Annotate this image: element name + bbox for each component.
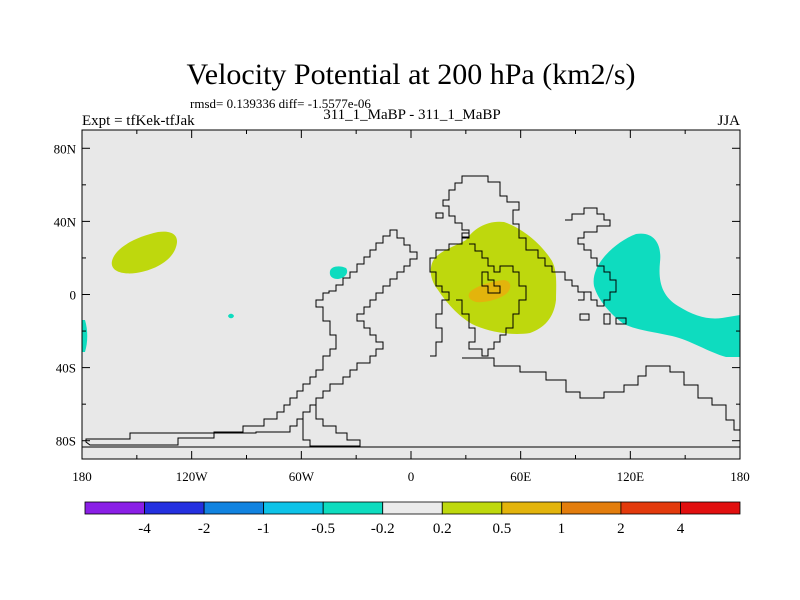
colorbar-label: -1 [257,521,270,537]
lon-tick-label: 180 [730,469,750,484]
colorbar-swatch [441,501,503,515]
coastline-americas [85,229,418,446]
region-west-pacific-negative [593,233,740,357]
lon-tick-label: 60W [289,469,315,484]
axis-ticks: 80N 40N 0 40S 80S 180 120W 60W 0 60E 120E 180 [54,130,750,484]
colorbar-swatch [263,501,324,515]
colorbar-label: 2 [617,521,625,537]
lon-tick-label: 120W [176,469,209,484]
lat-tick-label: 40N [54,214,77,229]
colorbar-label: -0.2 [371,521,395,537]
colorbar-swatch [84,501,145,515]
colorbar-label: 0.5 [492,521,511,537]
coastline-arabia [481,271,501,294]
colorbar-swatch [620,501,681,515]
colorbar-label: -0.5 [311,521,335,537]
lat-tick-label: 40S [56,361,76,376]
colorbar-swatch [560,501,622,515]
experiment-label: Expt = tfKek-tfJak [82,113,195,129]
coastline-japan-korea [435,212,470,239]
lat-tick-label: 80S [56,434,76,449]
colorbar-label: 1 [558,521,566,537]
colorbar-swatch [322,501,384,515]
coastlines [82,175,740,448]
lon-tick-label: 120E [617,469,645,484]
colorbar-label: -4 [138,521,151,537]
colorbar-swatch [501,501,562,515]
colorbar-swatch [680,501,741,515]
coastline-maritime-islands [579,313,627,325]
colorbar: -4 -2 -1 -0.5 -0.2 0.2 0.5 1 2 4 [84,501,741,537]
region-west-edge-negative [82,320,88,352]
map-panel: 80N 40N 0 40S 80S 180 120W 60W 0 60E 120E 180 [54,129,750,484]
lon-tick-label: 60E [510,469,531,484]
lat-tick-label: 0 [70,288,77,303]
coastline-africa-east [456,243,527,357]
stats-label: rmsd= 0.139336 diff= -1.5577e-06 [190,96,371,111]
season-label: JJA [717,113,740,129]
coastline-europe-africa [429,175,585,357]
lon-tick-label: 180 [72,469,92,484]
lat-tick-label: 80N [54,141,77,156]
colorbar-label: -2 [198,521,211,537]
coastline-south-america-east [302,405,361,447]
colorbar-swatch [203,501,265,515]
colorbar-label: 4 [677,521,685,537]
figure-title: Velocity Potential at 200 hPa (km2/s) [186,58,635,91]
region-caribbean-negative [329,266,348,279]
colorbar-label: 0.2 [433,521,452,537]
region-south-pacific-dot [228,313,234,319]
coastline-asia-east [565,207,617,307]
colorbar-swatch [382,501,443,515]
coastline-southern-ocean-ridge [462,357,740,431]
region-north-pacific-positive [111,231,178,274]
lon-tick-label: 0 [408,469,415,484]
comparison-label: 311_1_MaBP - 311_1_MaBP [323,107,501,123]
colorbar-swatch [144,501,205,515]
